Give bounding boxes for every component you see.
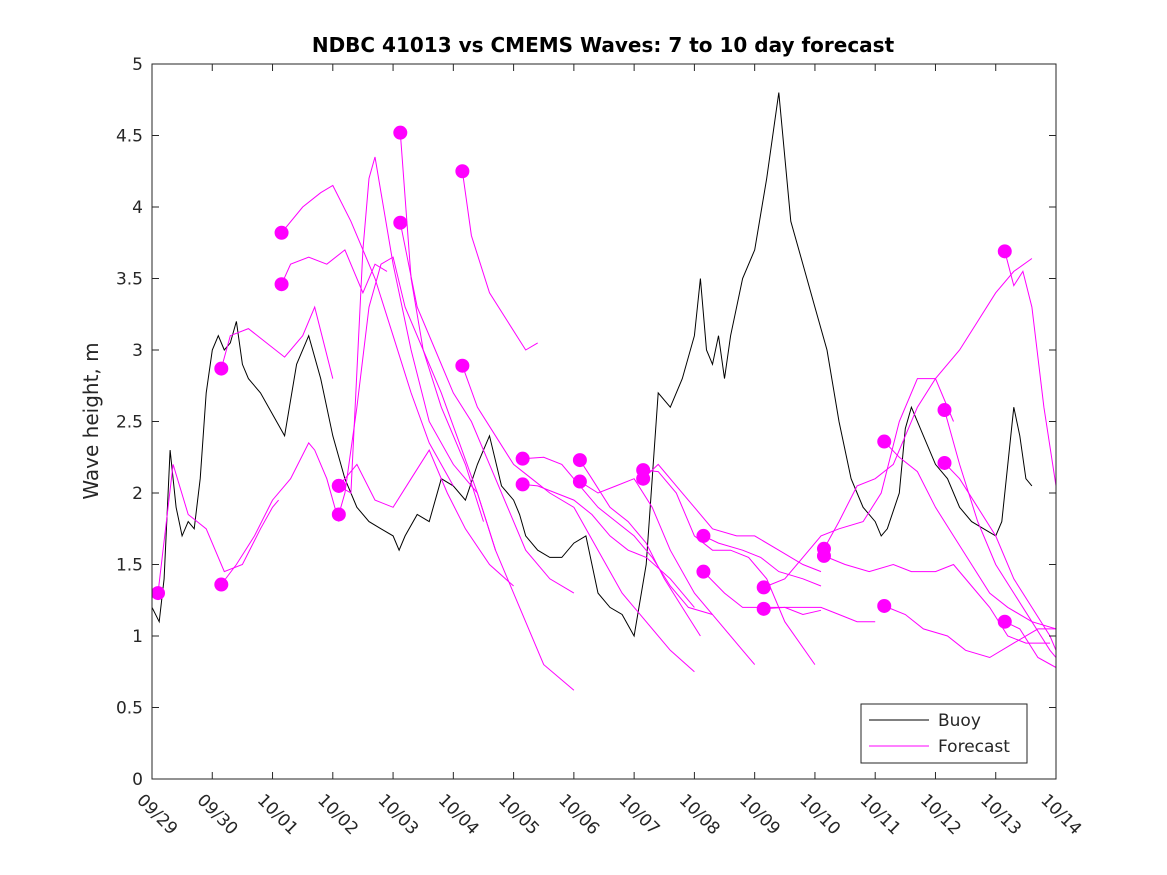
- legend-buoy-label: Buoy: [938, 711, 981, 731]
- forecast-series-line: [461, 365, 695, 673]
- legend-box: [860, 703, 1028, 764]
- forecast-series-line: [522, 483, 695, 608]
- forecast-series-line: [579, 478, 756, 665]
- forecast-series-line: [157, 464, 279, 594]
- legend-forecast-label: Forecast: [938, 737, 1010, 757]
- forecast-series-line: [763, 606, 876, 623]
- y-tick-label: 4.5: [116, 127, 143, 147]
- forecast-start-marker: [393, 125, 408, 140]
- forecast-series-line: [338, 156, 496, 551]
- forecast-start-marker: [937, 403, 952, 418]
- y-tick-label: 4: [132, 198, 143, 218]
- y-tick-label: 1: [132, 627, 143, 647]
- forecast-start-marker: [877, 598, 892, 613]
- y-axis-label: Wave height, m: [79, 342, 103, 499]
- forecast-series-line: [338, 449, 514, 587]
- forecast-series-line: [220, 441, 340, 585]
- legend: Buoy Forecast: [860, 703, 1028, 764]
- forecast-series-line: [823, 555, 1050, 644]
- forecast-series-line: [763, 378, 954, 588]
- plot-area: [152, 92, 1056, 691]
- forecast-start-marker: [572, 453, 587, 468]
- y-tick-label: 3.5: [116, 270, 143, 290]
- forecast-series-line: [281, 249, 388, 295]
- forecast-start-marker: [214, 361, 229, 376]
- forecast-start-marker: [816, 548, 831, 563]
- forecast-start-marker: [756, 580, 771, 595]
- forecast-start-marker: [877, 434, 892, 449]
- forecast-series-line: [884, 605, 1056, 659]
- y-tick-label: 5: [132, 55, 143, 75]
- forecast-series-line: [944, 462, 1056, 651]
- y-tick-label: 3: [132, 341, 143, 361]
- forecast-series-line: [883, 441, 1056, 630]
- forecast-series-line: [579, 459, 701, 637]
- forecast-series-line: [399, 222, 575, 594]
- forecast-start-marker: [756, 601, 771, 616]
- forecast-start-marker: [455, 164, 470, 179]
- buoy-series-line: [152, 92, 1033, 638]
- forecast-series-line: [823, 258, 1033, 550]
- forecast-start-marker: [515, 477, 530, 492]
- forecast-start-marker: [152, 586, 166, 601]
- forecast-series-line: [1004, 621, 1056, 668]
- forecast-start-marker: [515, 451, 530, 466]
- forecast-start-marker: [997, 614, 1012, 629]
- y-tick-label: 0.5: [116, 699, 143, 719]
- forecast-start-marker: [393, 215, 408, 230]
- forecast-series-line: [399, 132, 575, 691]
- forecast-start-marker: [214, 577, 229, 592]
- forecast-series-line: [703, 535, 822, 587]
- forecast-start-marker: [331, 478, 346, 493]
- forecast-start-marker: [331, 507, 346, 522]
- forecast-start-marker: [937, 455, 952, 470]
- y-tick-label: 2: [132, 484, 143, 504]
- forecast-start-marker: [274, 225, 289, 240]
- y-tick-label: 2.5: [116, 413, 143, 433]
- forecast-start-marker: [696, 528, 711, 543]
- y-tick-label: 1.5: [116, 556, 143, 576]
- forecast-start-marker: [696, 564, 711, 579]
- forecast-start-marker: [274, 277, 289, 292]
- forecast-start-marker: [997, 244, 1012, 259]
- forecast-series-line: [461, 171, 538, 351]
- forecast-series-line: [1004, 251, 1056, 486]
- forecast-start-marker: [636, 471, 651, 486]
- forecast-start-marker: [455, 358, 470, 373]
- forecast-start-marker: [572, 474, 587, 489]
- forecast-series-line: [522, 456, 713, 615]
- forecast-series-line: [642, 463, 822, 573]
- forecast-series-line: [338, 256, 484, 522]
- chart-title: NDBC 41013 vs CMEMS Waves: 7 to 10 day f…: [312, 33, 895, 57]
- forecast-series-line: [220, 305, 334, 379]
- forecast-series-line: [944, 409, 1056, 658]
- forecast-series-line: [643, 469, 816, 665]
- y-tick-label: 0: [132, 770, 143, 790]
